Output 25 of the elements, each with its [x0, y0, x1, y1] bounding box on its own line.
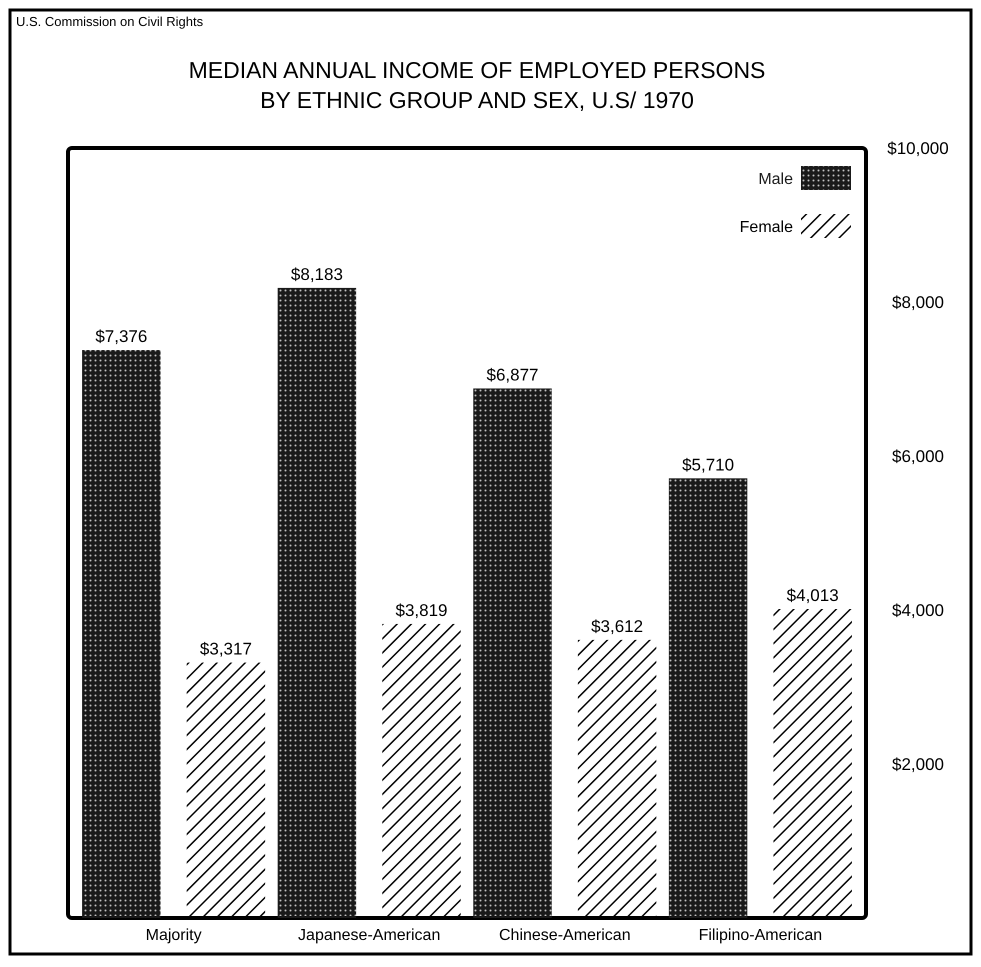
data-label: $6,877 — [486, 365, 538, 384]
y-tick-label: $8,000 — [892, 293, 944, 312]
y-tick-label: $6,000 — [892, 447, 944, 466]
bar — [278, 288, 356, 918]
x-tick-label: Japanese-American — [298, 927, 440, 944]
data-label: $3,612 — [591, 616, 644, 636]
bar — [82, 350, 161, 918]
legend-label: Male — [758, 171, 794, 188]
data-label: $7,376 — [95, 327, 148, 346]
x-tick-label: Majority — [146, 927, 202, 944]
y-tick-label: $2,000 — [892, 755, 944, 774]
bar — [473, 388, 552, 918]
x-tick-label: Filipino-American — [698, 927, 822, 944]
data-label: $5,710 — [682, 455, 734, 474]
text: U.S. Commission on Civil Rights — [16, 14, 204, 29]
legend-label: Female — [740, 219, 794, 236]
bar — [668, 478, 748, 918]
x-tick-label: Chinese-American — [498, 927, 631, 944]
data-label: $8,183 — [290, 264, 343, 284]
y-tick-label: $4,000 — [892, 601, 944, 620]
data-label: $3,819 — [396, 600, 448, 620]
data-label: $3,317 — [200, 640, 252, 659]
y-tick-label: $10,000 — [887, 139, 949, 158]
data-label: $4,013 — [786, 586, 839, 605]
chart-title: MEDIAN ANNUAL INCOME OF EMPLOYED PERSONS BY ETHNIC GROUP AND SEX, U.S/ 1970 — [188, 57, 766, 113]
